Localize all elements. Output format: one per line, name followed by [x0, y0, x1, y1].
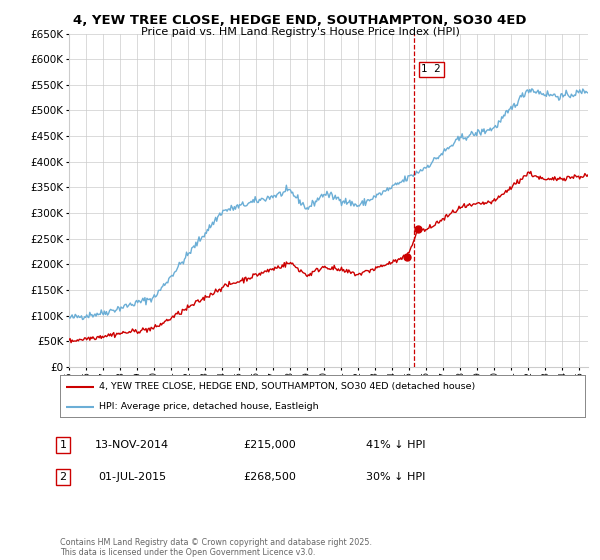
Text: 13-NOV-2014: 13-NOV-2014 [95, 440, 169, 450]
Text: 4, YEW TREE CLOSE, HEDGE END, SOUTHAMPTON, SO30 4ED: 4, YEW TREE CLOSE, HEDGE END, SOUTHAMPTO… [73, 14, 527, 27]
Text: Price paid vs. HM Land Registry's House Price Index (HPI): Price paid vs. HM Land Registry's House … [140, 27, 460, 37]
Text: 1: 1 [59, 440, 67, 450]
Text: 4, YEW TREE CLOSE, HEDGE END, SOUTHAMPTON, SO30 4ED (detached house): 4, YEW TREE CLOSE, HEDGE END, SOUTHAMPTO… [100, 382, 476, 391]
Text: 2: 2 [59, 472, 67, 482]
Text: £268,500: £268,500 [244, 472, 296, 482]
Text: £215,000: £215,000 [244, 440, 296, 450]
Text: 41% ↓ HPI: 41% ↓ HPI [366, 440, 426, 450]
Text: HPI: Average price, detached house, Eastleigh: HPI: Average price, detached house, East… [100, 402, 319, 411]
Text: 30% ↓ HPI: 30% ↓ HPI [367, 472, 425, 482]
Text: 01-JUL-2015: 01-JUL-2015 [98, 472, 166, 482]
Text: Contains HM Land Registry data © Crown copyright and database right 2025.
This d: Contains HM Land Registry data © Crown c… [60, 538, 372, 557]
Text: 1  2: 1 2 [421, 64, 441, 74]
